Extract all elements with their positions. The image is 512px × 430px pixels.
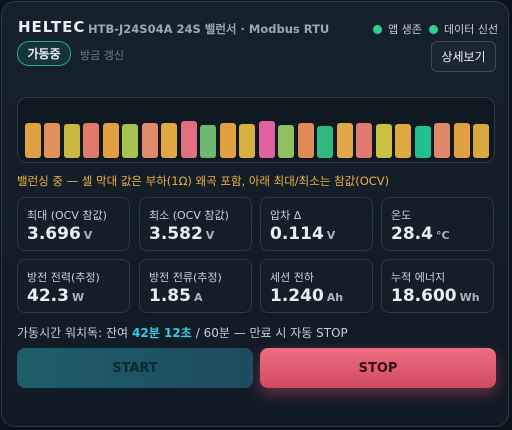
cell-bar bbox=[259, 121, 275, 158]
metric-label: 온도 bbox=[391, 209, 412, 222]
cell-bar bbox=[415, 126, 431, 158]
updated: 방금 갱신 bbox=[80, 49, 124, 62]
metric-value: 28.4 bbox=[391, 224, 433, 244]
watchdog-remaining: 42분 12초 bbox=[132, 326, 192, 340]
metric-value: 18.600 bbox=[391, 286, 457, 306]
metric-card: 압차 Δ 0.114 V bbox=[260, 197, 373, 251]
status-text: 앱 생존 bbox=[388, 23, 422, 36]
cell-bar bbox=[434, 123, 450, 158]
cell-bar bbox=[64, 124, 80, 158]
metric-label: 누적 에너지 bbox=[391, 271, 446, 284]
metric-card: 최소 (OCV 참값) 3.582 V bbox=[139, 197, 252, 251]
metric-value: 42.3 bbox=[27, 286, 69, 306]
metric-unit: V bbox=[326, 229, 336, 242]
metric-value: 1.85 bbox=[149, 286, 191, 306]
metric-unit: A bbox=[193, 291, 203, 304]
cell-bar bbox=[142, 123, 158, 158]
watchdog-prefix: 가동시간 워치독: 잔여 bbox=[17, 326, 129, 340]
balancing-note: 밸런싱 중 — 셀 막대 값은 부하(1Ω) 왜곡 포함, 아래 최대/최소는 … bbox=[17, 174, 390, 188]
metric-value-row: 0.114 V bbox=[270, 224, 335, 244]
cell-bars bbox=[17, 97, 495, 163]
metric-unit: Ah bbox=[326, 291, 344, 304]
metric-label: 최소 (OCV 참값) bbox=[149, 209, 229, 222]
metric-unit: V bbox=[205, 229, 215, 242]
metric-label: 방전 전류(추정) bbox=[149, 271, 222, 284]
watchdog-suffix: / 60분 — 만료 시 자동 STOP bbox=[195, 326, 348, 340]
cell-bar bbox=[298, 123, 314, 158]
metric-card: 최대 (OCV 참값) 3.696 V bbox=[17, 197, 130, 251]
cell-bar bbox=[395, 124, 411, 158]
cell-bar bbox=[103, 123, 119, 158]
status-fresh: 데이터 신선 bbox=[429, 21, 498, 37]
cell-bar bbox=[239, 124, 255, 158]
metric-label: 최대 (OCV 참값) bbox=[27, 209, 107, 222]
metric-card: 방전 전력(추정) 42.3 W bbox=[17, 259, 130, 313]
metric-unit: °C bbox=[435, 229, 450, 242]
state-badge: 가동중 bbox=[17, 41, 71, 66]
metric-label: 방전 전력(추정) bbox=[27, 271, 100, 284]
cell-bar bbox=[44, 123, 60, 158]
cell-bar bbox=[161, 123, 177, 158]
metric-unit: Wh bbox=[459, 291, 480, 304]
metric-unit: W bbox=[71, 291, 85, 304]
cell-bar bbox=[317, 126, 333, 158]
cell-bar bbox=[454, 123, 470, 158]
metric-value: 1.240 bbox=[270, 286, 324, 306]
metric-value-row: 42.3 W bbox=[27, 286, 84, 306]
cell-bar bbox=[278, 125, 294, 158]
metric-card: 세션 전하 1.240 Ah bbox=[260, 259, 373, 313]
metric-value-row: 3.582 V bbox=[149, 224, 214, 244]
cell-bar bbox=[200, 125, 216, 158]
details-button[interactable]: 상세보기 bbox=[431, 41, 496, 72]
status-text: 데이터 신선 bbox=[444, 23, 499, 36]
metric-card: 방전 전류(추정) 1.85 A bbox=[139, 259, 252, 313]
metric-value: 3.582 bbox=[149, 224, 203, 244]
cell-bar bbox=[181, 121, 197, 158]
cell-bar bbox=[356, 123, 372, 158]
cell-bar bbox=[220, 123, 236, 158]
metric-card: 온도 28.4 °C bbox=[381, 197, 494, 251]
cell-bar bbox=[376, 124, 392, 158]
metric-card: 누적 에너지 18.600 Wh bbox=[381, 259, 494, 313]
metric-label: 세션 전하 bbox=[270, 271, 314, 284]
watchdog: 가동시간 워치독: 잔여 42분 12초/ 60분 — 만료 시 자동 STOP bbox=[17, 324, 348, 341]
start-button[interactable]: START bbox=[17, 348, 253, 388]
metric-value: 0.114 bbox=[270, 224, 324, 244]
model: HTB-J24S04A 24S 밸런서 · Modbus RTU bbox=[88, 22, 330, 36]
cell-bar bbox=[473, 124, 489, 158]
metric-label: 압차 Δ bbox=[270, 209, 302, 222]
metric-value-row: 1.240 Ah bbox=[270, 286, 343, 306]
metric-value-row: 18.600 Wh bbox=[391, 286, 480, 306]
cell-bar bbox=[122, 124, 138, 158]
stop-button[interactable]: STOP bbox=[260, 348, 496, 388]
metric-value-row: 28.4 °C bbox=[391, 224, 450, 244]
metric-value-row: 3.696 V bbox=[27, 224, 92, 244]
cell-bar bbox=[337, 123, 353, 158]
brand: HELTEC bbox=[18, 18, 86, 36]
cell-bar bbox=[83, 123, 99, 158]
metric-value-row: 1.85 A bbox=[149, 286, 202, 306]
metric-value: 3.696 bbox=[27, 224, 81, 244]
status-alive: 앱 생존 bbox=[373, 21, 422, 37]
metric-unit: V bbox=[83, 229, 93, 242]
cell-bar bbox=[25, 123, 41, 158]
